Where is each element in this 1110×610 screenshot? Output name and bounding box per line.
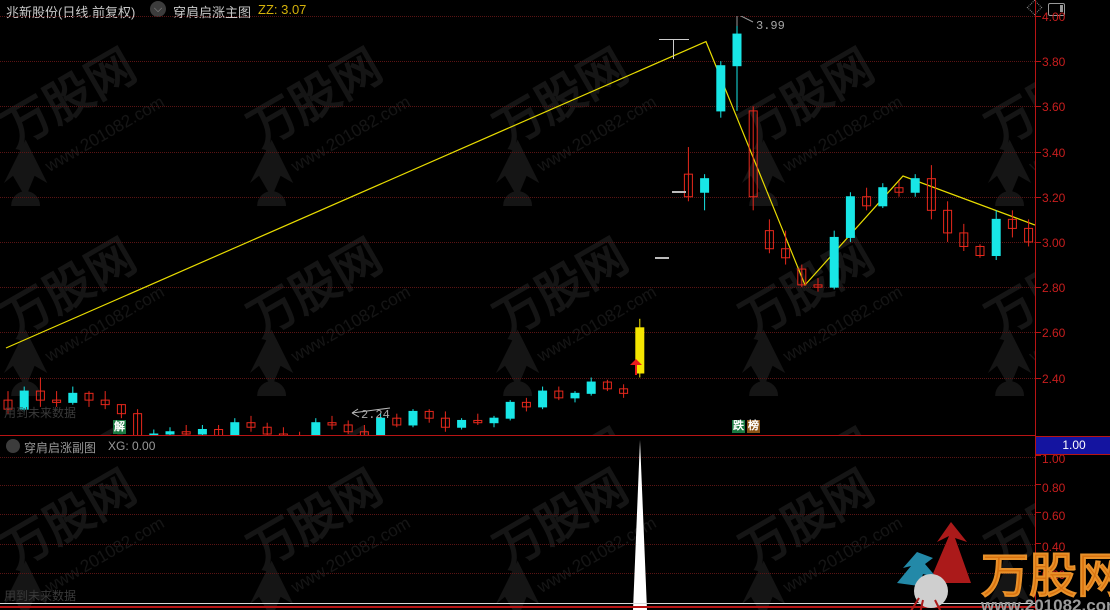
svg-text:www.201082.com: www.201082.com	[980, 596, 1110, 610]
